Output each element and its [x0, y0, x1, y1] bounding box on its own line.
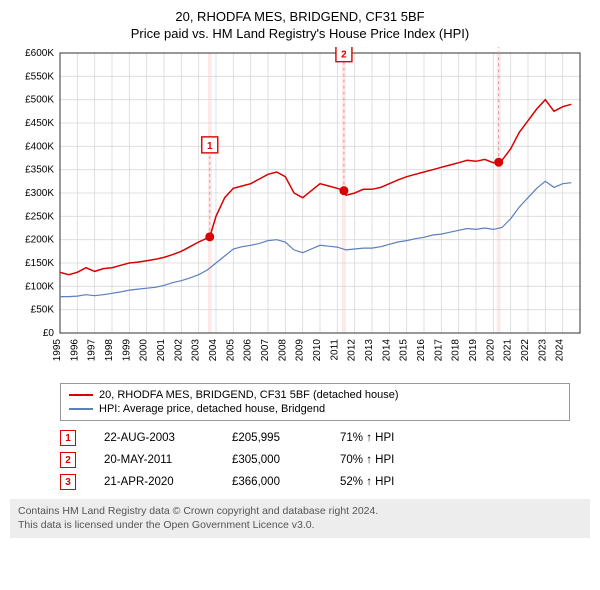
- sale-price: £305,000: [232, 454, 312, 466]
- sale-marker-number: 1: [207, 141, 213, 152]
- x-tick-label: 2016: [416, 339, 427, 362]
- x-tick-label: 2021: [503, 339, 514, 362]
- x-tick-label: 2013: [364, 339, 375, 362]
- x-tick-label: 2008: [277, 339, 288, 362]
- attribution-line: This data is licensed under the Open Gov…: [18, 519, 582, 533]
- x-tick-label: 2024: [555, 339, 566, 362]
- sale-price: £205,995: [232, 432, 312, 444]
- sale-row-marker: 2: [60, 452, 76, 468]
- x-tick-label: 2023: [537, 339, 548, 362]
- x-tick-label: 2014: [381, 339, 392, 362]
- sale-pct: 71% ↑ HPI: [340, 432, 420, 444]
- sale-date: 20-MAY-2011: [104, 454, 204, 466]
- y-tick-label: £500K: [25, 95, 54, 106]
- sale-price: £366,000: [232, 476, 312, 488]
- y-tick-label: £0: [43, 328, 55, 339]
- y-tick-label: £50K: [31, 305, 55, 316]
- chart-subtitle: Price paid vs. HM Land Registry's House …: [10, 26, 590, 41]
- line-chart-svg: £0 £50K £100K £150K £200K £250K £300K £350K £400…: [10, 47, 590, 377]
- x-tick-label: 2005: [225, 339, 236, 362]
- x-tick-label: 2007: [260, 339, 271, 362]
- y-tick-label: £100K: [25, 282, 54, 293]
- chart-title: 20, RHODFA MES, BRIDGEND, CF31 5BF: [10, 8, 590, 26]
- sale-dot: [494, 158, 503, 167]
- y-tick-label: £250K: [25, 212, 54, 223]
- legend-swatch: [69, 394, 93, 396]
- x-tick-label: 2020: [485, 339, 496, 362]
- x-tick-label: 1999: [121, 339, 132, 362]
- sale-dot: [339, 186, 348, 195]
- x-tick-label: 2001: [156, 339, 167, 362]
- chart-area: £0 £50K £100K £150K £200K £250K £300K £350K £400…: [10, 47, 590, 377]
- x-tick-label: 2004: [208, 339, 219, 362]
- y-tick-label: £300K: [25, 188, 54, 199]
- attribution-line: Contains HM Land Registry data © Crown c…: [18, 505, 582, 519]
- x-tick-label: 2015: [399, 339, 410, 362]
- x-tick-label: 1997: [87, 339, 98, 362]
- y-tick-label: £450K: [25, 118, 54, 129]
- y-tick-label: £150K: [25, 258, 54, 269]
- sale-date: 22-AUG-2003: [104, 432, 204, 444]
- y-tick-label: £200K: [25, 235, 54, 246]
- sale-pct: 52% ↑ HPI: [340, 476, 420, 488]
- x-tick-label: 2017: [433, 339, 444, 362]
- legend-row: 20, RHODFA MES, BRIDGEND, CF31 5BF (deta…: [69, 388, 561, 402]
- x-tick-label: 2018: [451, 339, 462, 362]
- sale-dot: [205, 233, 214, 242]
- x-tick-label: 1998: [104, 339, 115, 362]
- sale-date: 21-APR-2020: [104, 476, 204, 488]
- legend-label: 20, RHODFA MES, BRIDGEND, CF31 5BF (deta…: [99, 389, 399, 401]
- x-tick-label: 2011: [329, 339, 340, 361]
- root: 20, RHODFA MES, BRIDGEND, CF31 5BF Price…: [0, 0, 600, 548]
- x-tick-label: 2006: [243, 339, 254, 362]
- x-tick-label: 2022: [520, 339, 531, 362]
- y-tick-label: £600K: [25, 48, 54, 59]
- x-tick-label: 2019: [468, 339, 479, 362]
- x-tick-label: 2000: [139, 339, 150, 362]
- sale-row-marker: 1: [60, 430, 76, 446]
- x-tick-label: 2003: [191, 339, 202, 362]
- sales-table: 1 22-AUG-2003 £205,995 71% ↑ HPI 2 20-MAY-201…: [60, 427, 570, 493]
- y-tick-label: £550K: [25, 72, 54, 83]
- y-tick-label: £350K: [25, 165, 54, 176]
- sale-row: 1 22-AUG-2003 £205,995 71% ↑ HPI: [60, 427, 570, 449]
- sale-row: 2 20-MAY-2011 £305,000 70% ↑ HPI: [60, 449, 570, 471]
- legend-box: 20, RHODFA MES, BRIDGEND, CF31 5BF (deta…: [60, 383, 570, 421]
- sale-row-marker: 3: [60, 474, 76, 490]
- x-tick-label: 1996: [69, 339, 80, 362]
- y-tick-label: £400K: [25, 142, 54, 153]
- x-tick-label: 2009: [295, 339, 306, 362]
- sale-marker-number: 2: [341, 50, 347, 61]
- attribution-box: Contains HM Land Registry data © Crown c…: [10, 499, 590, 538]
- sale-row: 3 21-APR-2020 £366,000 52% ↑ HPI: [60, 471, 570, 493]
- legend-label: HPI: Average price, detached house, Brid…: [99, 403, 325, 415]
- legend-row: HPI: Average price, detached house, Brid…: [69, 402, 561, 416]
- sale-pct: 70% ↑ HPI: [340, 454, 420, 466]
- x-tick-label: 2010: [312, 339, 323, 362]
- x-tick-label: 2012: [347, 339, 358, 362]
- legend-swatch: [69, 408, 93, 410]
- x-tick-label: 2002: [173, 339, 184, 362]
- x-tick-label: 1995: [52, 339, 63, 362]
